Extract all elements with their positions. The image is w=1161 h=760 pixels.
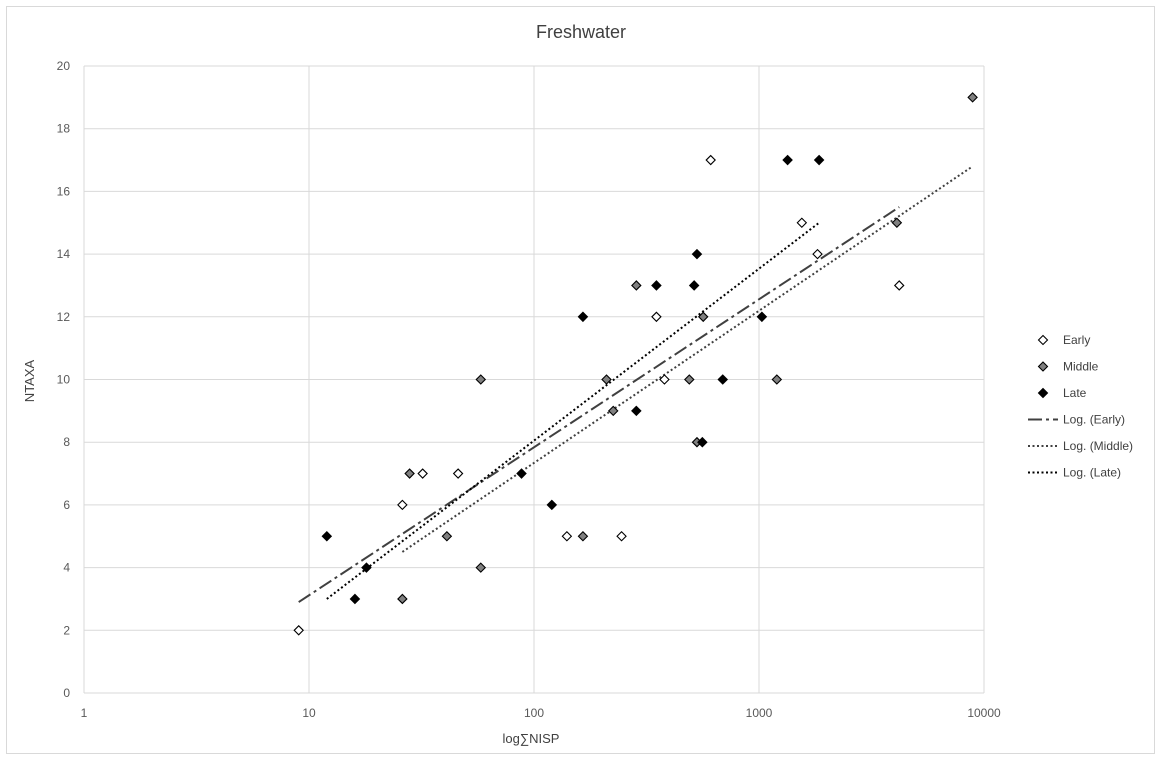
data-point [631,280,642,291]
x-tick-label: 10000 [967,706,1001,720]
data-point [771,374,783,385]
data-point [577,530,589,542]
y-tick-label: 8 [63,435,70,449]
y-tick-label: 2 [63,623,70,637]
axis-ticks: 0 2 4 6 8 10 12 14 16 18 20 1 10 100 1000 10000 [57,59,1001,720]
data-point [397,593,408,605]
data-point [697,311,709,323]
data-point [452,468,464,479]
data-point [697,436,708,448]
data-point [441,530,453,542]
y-tick-label: 16 [57,184,71,198]
data-point [616,530,627,542]
data-point [607,405,619,417]
data-point [659,374,670,385]
data-point [796,217,808,229]
y-tick-label: 14 [57,247,71,261]
trendline [401,165,974,553]
chart-title: Freshwater [536,22,626,42]
data-point [475,562,487,573]
data-point [967,92,978,103]
x-tick-label: 10 [302,706,316,720]
data-point [475,374,487,385]
data-point [577,311,589,323]
legend-label: Early [1063,333,1090,347]
data-point [688,280,700,291]
legend-label: Log. (Middle) [1063,439,1133,453]
y-tick-label: 18 [57,122,71,136]
data-point [717,374,729,385]
data-point [417,468,428,479]
data-point [812,248,823,260]
x-tick-label: 1 [81,706,88,720]
legend: Early Middle Late Log. (Early) Log. (Middle)… [1028,333,1133,480]
y-tick-label: 6 [63,498,70,512]
y-tick-label: 20 [57,59,71,73]
y-tick-label: 4 [63,561,70,575]
grid [83,65,985,694]
data-point [631,405,642,417]
data-point [891,217,903,229]
data-point [813,154,825,166]
data-point [293,625,304,636]
legend-label: Late [1063,386,1087,400]
data-point [893,280,905,291]
data-point [561,530,573,542]
legend-label: Log. (Early) [1063,413,1125,427]
data-point [782,154,793,166]
y-tick-label: 10 [57,373,71,387]
data-point [404,468,415,479]
legend-marker [1037,387,1049,399]
data-point [651,311,662,323]
x-axis-title: log∑NISP [503,731,560,746]
data-point [684,374,695,385]
data-point [321,530,333,542]
legend-label: Middle [1063,360,1099,374]
trendline [326,221,820,600]
data-point [349,593,361,605]
y-tick-label: 12 [57,310,71,324]
data-point [705,154,716,166]
data-point [546,499,558,511]
trendlines [298,165,974,603]
data-point [601,374,612,385]
data-point [756,311,768,323]
x-tick-label: 1000 [746,706,773,720]
y-tick-label: 0 [63,686,70,700]
legend-marker [1037,361,1049,372]
data-points [293,92,978,636]
data-point [516,468,527,479]
data-point [691,248,703,260]
trendline [298,206,900,603]
x-tick-label: 100 [524,706,544,720]
data-point [651,280,662,291]
y-axis-title: NTAXA [22,359,37,402]
data-point [397,499,408,511]
data-point [361,562,372,573]
legend-label: Log. (Late) [1063,466,1121,480]
legend-marker [1037,334,1049,346]
